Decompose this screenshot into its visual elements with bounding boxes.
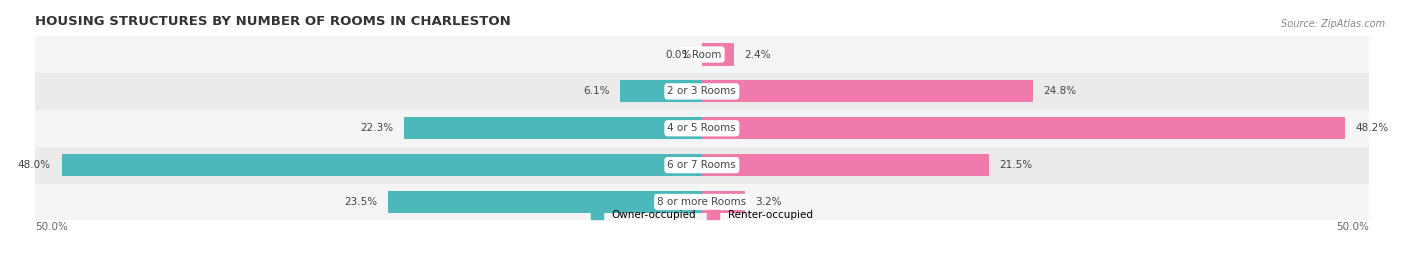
Bar (62, 154, 702, 176)
Text: 22.3%: 22.3% (360, 123, 394, 133)
Text: 48.2%: 48.2% (1355, 123, 1389, 133)
Text: 4 or 5 Rooms: 4 or 5 Rooms (668, 123, 737, 133)
Text: 24.8%: 24.8% (1043, 86, 1077, 96)
Text: 6 or 7 Rooms: 6 or 7 Rooms (668, 160, 737, 170)
Bar (620, 80, 702, 102)
Legend: Owner-occupied, Renter-occupied: Owner-occupied, Renter-occupied (586, 206, 817, 224)
Bar (388, 191, 702, 213)
Text: 1 Room: 1 Room (682, 49, 721, 59)
Bar (35, 36, 1369, 73)
Text: 2.4%: 2.4% (745, 49, 770, 59)
Bar (702, 44, 734, 66)
Text: HOUSING STRUCTURES BY NUMBER OF ROOMS IN CHARLESTON: HOUSING STRUCTURES BY NUMBER OF ROOMS IN… (35, 15, 510, 28)
Bar (35, 73, 1369, 110)
Bar (702, 154, 988, 176)
Text: 0.0%: 0.0% (665, 49, 692, 59)
Text: 48.0%: 48.0% (18, 160, 51, 170)
Text: 21.5%: 21.5% (1000, 160, 1032, 170)
Text: 8 or more Rooms: 8 or more Rooms (657, 197, 747, 207)
Text: 50.0%: 50.0% (35, 222, 67, 232)
Text: 50.0%: 50.0% (1336, 222, 1369, 232)
Text: 6.1%: 6.1% (583, 86, 610, 96)
Text: 2 or 3 Rooms: 2 or 3 Rooms (668, 86, 737, 96)
Bar (702, 191, 745, 213)
Bar (35, 110, 1369, 147)
Bar (702, 80, 1032, 102)
Bar (35, 147, 1369, 183)
Text: 23.5%: 23.5% (344, 197, 378, 207)
Bar (405, 117, 702, 139)
Text: 3.2%: 3.2% (755, 197, 782, 207)
Text: Source: ZipAtlas.com: Source: ZipAtlas.com (1281, 19, 1385, 29)
Bar (35, 183, 1369, 220)
Bar (702, 117, 1344, 139)
